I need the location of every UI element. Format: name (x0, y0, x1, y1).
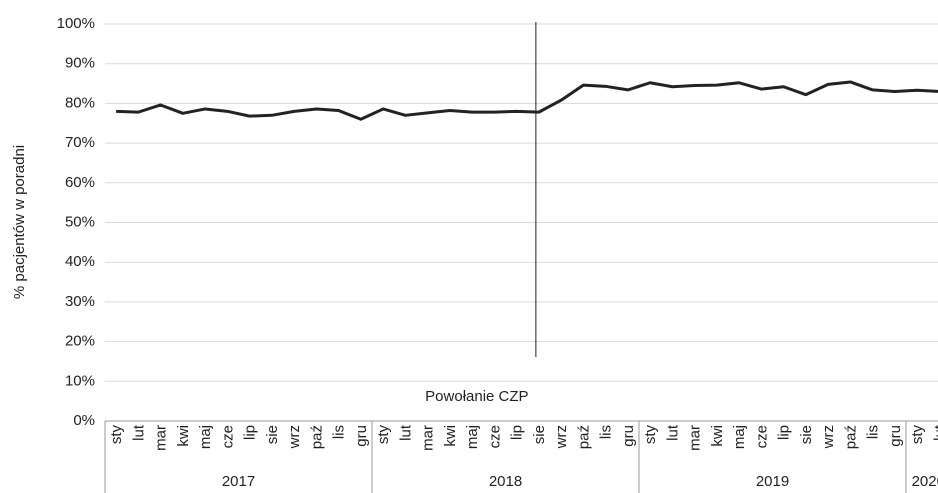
y-tick-label: 70% (65, 134, 95, 151)
annotation-text: Powołanie CZP (425, 388, 528, 405)
x-tick-label: sty (642, 425, 659, 445)
group-label: 2018 (489, 473, 522, 490)
group-label: 2017 (222, 473, 255, 490)
x-tick-label: sie (531, 425, 548, 444)
x-tick-label: lis (331, 425, 348, 439)
x-tick-label: lut (130, 424, 147, 441)
data-line (116, 80, 938, 121)
x-tick-label: lip (509, 425, 526, 440)
x-tick-label: lip (776, 425, 793, 440)
x-tick-label: sty (375, 425, 392, 445)
x-tick-label: maj (731, 425, 748, 449)
y-tick-label: 0% (73, 412, 95, 429)
x-tick-label: sie (798, 425, 815, 444)
x-tick-label: sty (108, 425, 125, 445)
x-tick-label: mar (420, 425, 437, 451)
x-tick-label: lis (598, 425, 615, 439)
group-label: 2019 (756, 473, 789, 490)
y-tick-label: 20% (65, 333, 95, 350)
y-tick-label: 30% (65, 293, 95, 310)
y-tick-label: 50% (65, 213, 95, 230)
x-tick-label: mar (687, 425, 704, 451)
x-tick-label: lut (397, 424, 414, 441)
x-tick-label: paź (308, 425, 325, 449)
x-tick-label: cze (486, 425, 503, 448)
x-tick-label: mar (153, 425, 170, 451)
x-tick-label: lis (865, 425, 882, 439)
x-tick-label: wrz (286, 425, 303, 449)
x-tick-label: cze (753, 425, 770, 448)
x-tick-label: sie (264, 425, 281, 444)
group-label: 2020 (912, 473, 938, 490)
x-tick-label: maj (464, 425, 481, 449)
y-axis-label: % pacjentów w poradni (11, 145, 28, 299)
x-tick-label: kwi (709, 425, 726, 447)
x-tick-label: lut (664, 424, 681, 441)
y-tick-label: 40% (65, 253, 95, 270)
y-tick-label: 100% (57, 15, 95, 32)
x-tick-label: lip (242, 425, 259, 440)
y-tick-label: 80% (65, 94, 95, 111)
x-tick-label: gru (887, 425, 904, 447)
x-tick-label: maj (197, 425, 214, 449)
x-tick-label: gru (620, 425, 637, 447)
x-tick-label: lut (931, 424, 938, 441)
x-tick-label: kwi (442, 425, 459, 447)
x-tick-label: wrz (553, 425, 570, 449)
x-tick-label: cze (219, 425, 236, 448)
x-tick-label: paź (575, 425, 592, 449)
y-tick-label: 90% (65, 55, 95, 72)
y-tick-label: 10% (65, 372, 95, 389)
x-tick-label: wrz (820, 425, 837, 449)
x-tick-label: kwi (175, 425, 192, 447)
x-tick-label: paź (842, 425, 859, 449)
x-tick-label: sty (909, 425, 926, 445)
x-tick-label: gru (353, 425, 370, 447)
y-tick-label: 60% (65, 174, 95, 191)
